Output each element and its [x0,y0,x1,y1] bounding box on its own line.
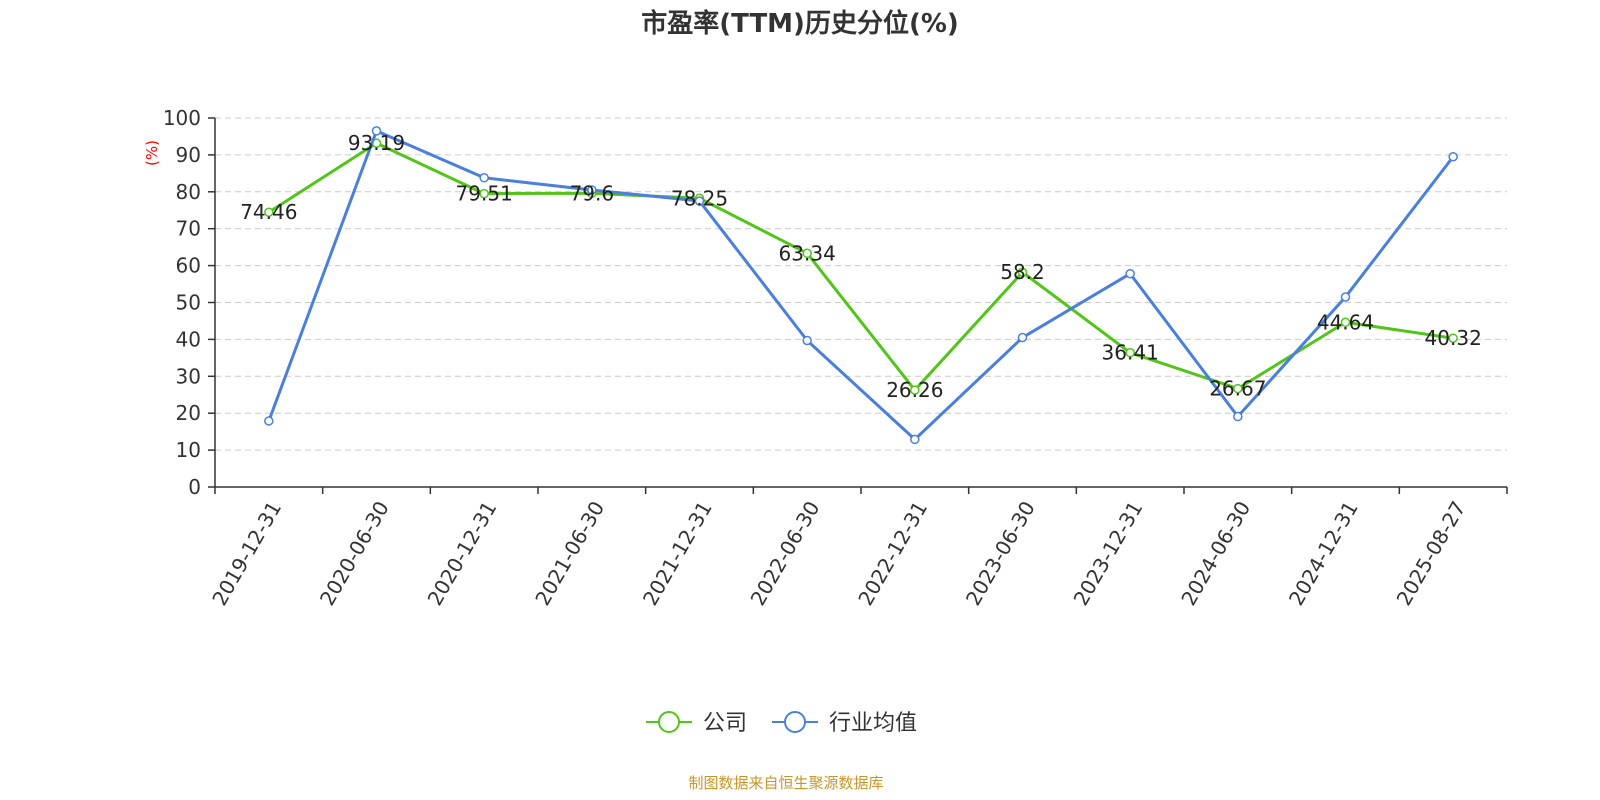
chart-title: 市盈率(TTM)历史分位(%) [641,8,959,39]
series-1-point[interactable] [1448,151,1458,162]
x-tick-label: 2024-12-31 [1284,497,1363,610]
legend-item-0[interactable]: 公司 [646,711,747,736]
series-0-point[interactable] [479,188,489,199]
y-tick-label: 70 [176,217,201,241]
series-1-point[interactable] [1233,411,1243,422]
x-tick-label: 2022-06-30 [746,497,825,610]
y-tick-label: 0 [188,475,201,499]
y-axis-label: (%) [143,140,161,166]
series-lines [264,126,1458,445]
y-tick-label: 10 [176,438,201,462]
series-line-0 [268,141,1454,392]
series-1-point[interactable] [694,196,705,206]
legend-label: 行业均值 [829,711,917,736]
x-tick-label: 2022-12-31 [853,497,932,610]
data-label: 40.32 [1425,326,1482,350]
data-source-note: 制图数据来自恒生聚源数据库 [688,774,883,792]
legend-marker-icon [784,711,806,733]
series-1-point[interactable] [802,335,812,346]
legend-item-1[interactable]: 行业均值 [772,711,917,736]
series-0-point[interactable] [910,385,920,395]
data-label: 26.67 [1209,377,1266,401]
data-label: 44.64 [1317,310,1374,334]
legend[interactable]: 公司 行业均值 [646,711,917,736]
y-tick-label: 50 [176,291,201,315]
data-label: 74.46 [240,200,297,224]
x-tick-label: 2021-12-31 [638,497,717,610]
x-tick-label: 2023-06-30 [961,497,1040,610]
data-label: 36.41 [1102,341,1159,365]
x-tick-label: 2020-12-31 [423,497,502,610]
series-1-point[interactable] [264,416,274,426]
y-tick-label: 80 [176,180,201,204]
x-tick-label: 2023-12-31 [1069,497,1148,610]
y-tick-label: 40 [176,327,201,351]
y-tick-label: 60 [176,254,201,278]
series-0-point[interactable] [1233,383,1243,394]
series-1-point[interactable] [910,434,920,445]
data-label: 78.25 [671,186,728,210]
x-tick-label: 2020-06-30 [315,497,394,610]
series-0-point[interactable] [1448,333,1458,343]
series-1-point[interactable] [1017,332,1028,343]
series-1-point[interactable] [1340,292,1351,302]
series-1-point[interactable] [587,185,597,195]
series-1-point[interactable] [479,173,489,183]
x-tick-label: 2019-12-31 [207,497,286,610]
data-label: 79.6 [570,181,615,205]
y-tick-label: 30 [176,364,201,388]
series-0-point[interactable] [1017,267,1028,277]
series-1-point[interactable] [371,126,382,136]
series-0-point[interactable] [1340,317,1351,328]
x-tick-label: 2021-06-30 [530,497,609,610]
series-line-1 [267,129,1455,441]
data-label: 63.34 [779,241,836,265]
data-label: 79.51 [456,182,513,206]
x-tick-label: 2024-06-30 [1176,497,1255,610]
axes: 0 10 20 30 40 50 60 70 80 90 100 2019-12-31 2020-06-… [163,106,1508,610]
legend-label: 公司 [703,711,747,736]
series-0-point[interactable] [1125,347,1135,358]
y-tick-label: 20 [176,401,201,425]
series-1-point[interactable] [1125,268,1135,279]
y-tick-label: 100 [163,106,201,130]
data-labels: 74.46 93.19 79.51 79.6 78.25 63.34 26.26 58.2 36… [240,131,1482,402]
x-tick-label: 2025-08-27 [1392,497,1471,610]
data-label: 26.26 [886,378,943,402]
legend-marker-icon [658,711,680,733]
data-label: 93.19 [348,131,405,155]
data-label: 58.2 [1000,260,1045,284]
series-0-point[interactable] [264,207,274,217]
grid-lines [215,117,1507,451]
y-tick-label: 90 [176,143,201,167]
series-0-point[interactable] [802,248,812,259]
